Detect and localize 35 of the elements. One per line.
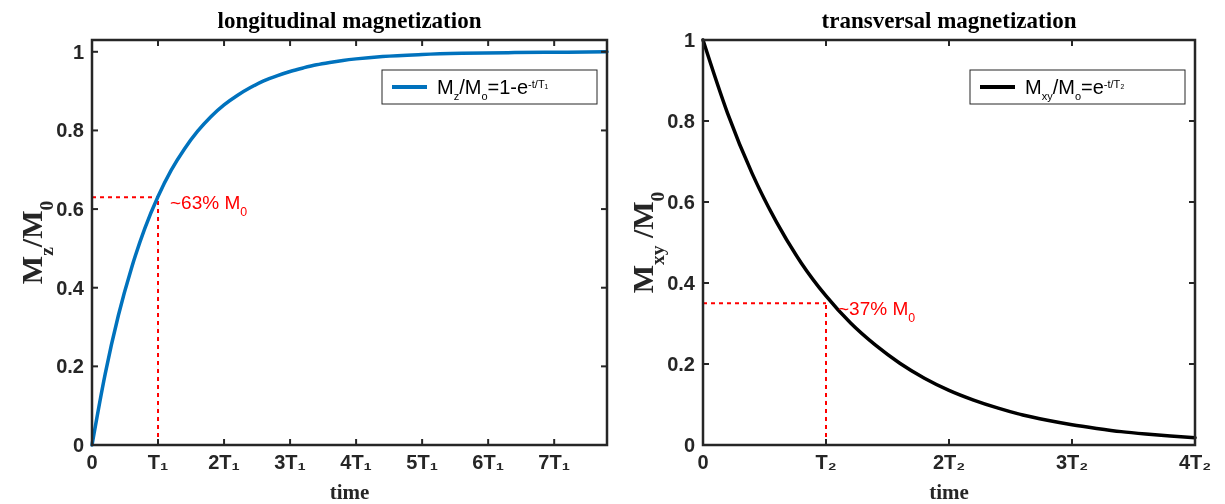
y-tick-label: 0: [72, 434, 84, 456]
y-tick-label: 0.4: [667, 272, 696, 294]
y-tick-label: 0.2: [667, 353, 695, 375]
x-axis-title: time: [329, 480, 370, 504]
x-tick-label: 3T₁: [274, 451, 306, 473]
x-tick-label: 2T₁: [208, 451, 240, 473]
x-axis-title: time: [929, 480, 969, 504]
y-tick-label: 1: [72, 40, 84, 63]
x-tick-label: 0: [697, 451, 709, 473]
x-tick-label: 4T₂: [1178, 451, 1212, 473]
y-tick-label: 0.8: [56, 119, 84, 142]
x-tick-label: T₁: [147, 451, 169, 473]
annotation: ~63% M$_{0}$: [170, 192, 248, 220]
x-tick-label: 2T₂: [932, 451, 966, 473]
y-tick-label: 1: [683, 29, 695, 51]
y-tick-label: 0: [683, 434, 695, 456]
annotation: ~37% M$_{0}$: [838, 298, 916, 326]
chart-title: transversal magnetization: [821, 8, 1077, 33]
x-tick-label: 4T₁: [340, 451, 372, 473]
legend-label: M$_{z}$/M$_{o}$=1-e$^{-t/T₁}$: [437, 76, 549, 102]
line-series: [90, 50, 609, 447]
x-tick-label: 5T₁: [406, 451, 438, 473]
x-tick-label: 6T₁: [472, 451, 504, 473]
y-tick-label: 0.2: [56, 355, 84, 378]
x-tick-label: 3T₂: [1055, 451, 1089, 473]
y-tick-label: 0.6: [667, 191, 695, 213]
y-tick-label: 0.8: [667, 110, 695, 132]
y-tick-label: 0.4: [56, 276, 85, 299]
line-series: [701, 38, 1197, 440]
chart-title: longitudinal magnetization: [217, 8, 482, 33]
y-tick-label: 0.6: [56, 198, 84, 221]
legend-label: M$_{xy}$/M$_{o}$=e$^{-t/T₂}$: [1025, 76, 1125, 102]
x-tick-label: 0: [86, 451, 98, 473]
x-tick-label: T₂: [815, 451, 837, 473]
x-tick-label: 7T₁: [538, 451, 570, 473]
